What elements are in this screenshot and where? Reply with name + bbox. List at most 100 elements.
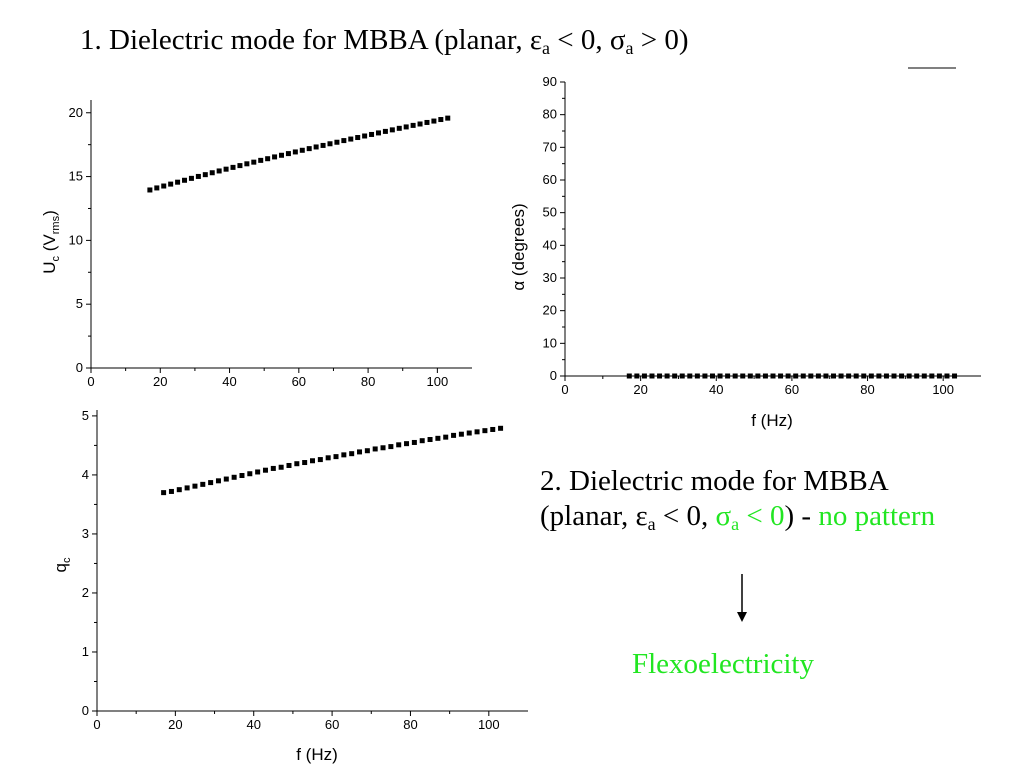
alpha-x-tick-label: 60: [785, 382, 799, 397]
qc-data-point: [349, 451, 355, 457]
sigma-symbol: σ: [609, 24, 626, 56]
alpha-data-point: [641, 373, 647, 379]
alpha-data-point: [868, 373, 874, 379]
alpha-data-point: [846, 373, 852, 379]
uc-data-point: [369, 131, 375, 137]
uc-data-point: [209, 170, 215, 176]
qc-y-tick-label: 0: [82, 703, 89, 718]
qc-data-point: [223, 476, 229, 482]
sigma-subscript: a: [731, 513, 740, 534]
uc-x-tick-label: 0: [87, 374, 94, 389]
qc-y-tick-label: 1: [82, 644, 89, 659]
sigma-condition: σa < 0: [715, 499, 785, 534]
qc-x-tick-label: 60: [325, 717, 339, 732]
alpha-data-point: [808, 373, 814, 379]
uc-data-point: [389, 127, 395, 133]
uc-y-tick-label: 10: [69, 232, 83, 247]
qc-y-tick-label: 4: [82, 467, 89, 482]
alpha-data-point: [936, 373, 942, 379]
uc-data-point: [202, 172, 208, 178]
uc-data-point: [396, 125, 402, 131]
qc-data-point: [200, 481, 206, 487]
uc-data-point: [382, 128, 388, 134]
alpha-data-point: [929, 373, 935, 379]
uc-data-point: [306, 146, 312, 152]
alpha-data-point: [838, 373, 844, 379]
qc-data-point: [231, 474, 237, 480]
uc-data-point: [341, 138, 347, 144]
qc-data-point: [176, 487, 182, 493]
heading-prefix: 1. Dielectric mode for MBBA (planar,: [80, 24, 530, 56]
alpha-x-tick-label: 80: [860, 382, 874, 397]
alpha-points: [626, 373, 958, 379]
uc-x-tick-label: 80: [361, 374, 375, 389]
qc-x-tick-label: 80: [403, 717, 417, 732]
alpha-x-axis-title: f (Hz): [751, 411, 793, 430]
qc-data-point: [466, 430, 472, 436]
alpha-y-tick-label: 0: [550, 368, 557, 383]
alpha-y-tick-label: 90: [543, 74, 557, 89]
alpha-data-point: [785, 373, 791, 379]
qc-data-point: [247, 471, 253, 477]
uc-data-point: [292, 149, 298, 155]
qc-data-point: [161, 490, 167, 496]
uc-y-tick-label: 5: [76, 296, 83, 311]
uc-data-point: [251, 159, 257, 165]
uc-data-point: [154, 185, 160, 191]
qc-data-point: [396, 442, 402, 448]
alpha-data-point: [921, 373, 927, 379]
qc-data-point: [380, 445, 386, 451]
qc-data-point: [411, 439, 417, 445]
alpha-data-point: [687, 373, 693, 379]
qc-y-tick-label: 5: [82, 408, 89, 423]
alpha-data-point: [732, 373, 738, 379]
qc-data-point: [317, 457, 323, 463]
uc-data-point: [313, 144, 319, 150]
uc-data-point: [272, 154, 278, 160]
qc-data-point: [498, 425, 504, 431]
alpha-data-point: [944, 373, 950, 379]
uc-data-point: [285, 151, 291, 157]
uc-data-point: [237, 163, 243, 169]
alpha-data-point: [800, 373, 806, 379]
alpha-data-point: [876, 373, 882, 379]
qc-data-point: [168, 488, 174, 494]
down-arrow-icon: [737, 574, 747, 622]
alpha-x-tick-label: 0: [561, 382, 568, 397]
alpha-data-point: [823, 373, 829, 379]
alpha-y-tick-label: 60: [543, 172, 557, 187]
alpha-y-axis-title: α (degrees): [509, 203, 528, 290]
no-pattern-note: no pattern: [818, 499, 936, 532]
epsilon-subscript: a: [647, 513, 656, 534]
qc-chart: 0 20 40 60 80 100 0 1 2 3 4 5 qc f (Hz): [51, 408, 528, 764]
uc-y-tick-label: 0: [76, 360, 83, 375]
uc-data-point: [355, 135, 361, 141]
uc-data-point: [161, 183, 167, 189]
alpha-data-point: [831, 373, 837, 379]
alpha-data-point: [694, 373, 700, 379]
uc-data-point: [175, 179, 181, 185]
alpha-data-point: [725, 373, 731, 379]
uc-x-tick-label: 60: [292, 374, 306, 389]
uc-chart: 0 20 40 60 80 100 0 5 10 15 20 Uc (Vrms): [40, 100, 472, 389]
case2-line1: 2. Dielectric mode for MBBA: [540, 465, 889, 497]
alpha-data-point: [702, 373, 708, 379]
uc-data-point: [438, 117, 444, 123]
epsilon-symbol: ε: [529, 24, 543, 56]
alpha-data-point: [717, 373, 723, 379]
case2-close: ) -: [784, 499, 819, 532]
qc-data-point: [458, 431, 464, 437]
sigma-symbol: σ: [715, 499, 732, 532]
uc-x-tick-label: 20: [153, 374, 167, 389]
qc-data-point: [357, 449, 363, 455]
uc-data-point: [216, 168, 222, 174]
alpha-y-tick-label: 40: [543, 237, 557, 252]
alpha-data-point: [762, 373, 768, 379]
alpha-ticks: 0 20 40 60 80 100 0 10 20 30 40 50 60 70 80 90: [543, 74, 955, 397]
alpha-data-point: [709, 373, 715, 379]
qc-data-point: [215, 478, 221, 484]
qc-y-axis-title: qc: [51, 557, 73, 572]
alpha-data-point: [815, 373, 821, 379]
uc-x-tick-label: 40: [222, 374, 236, 389]
uc-data-point: [230, 164, 236, 170]
